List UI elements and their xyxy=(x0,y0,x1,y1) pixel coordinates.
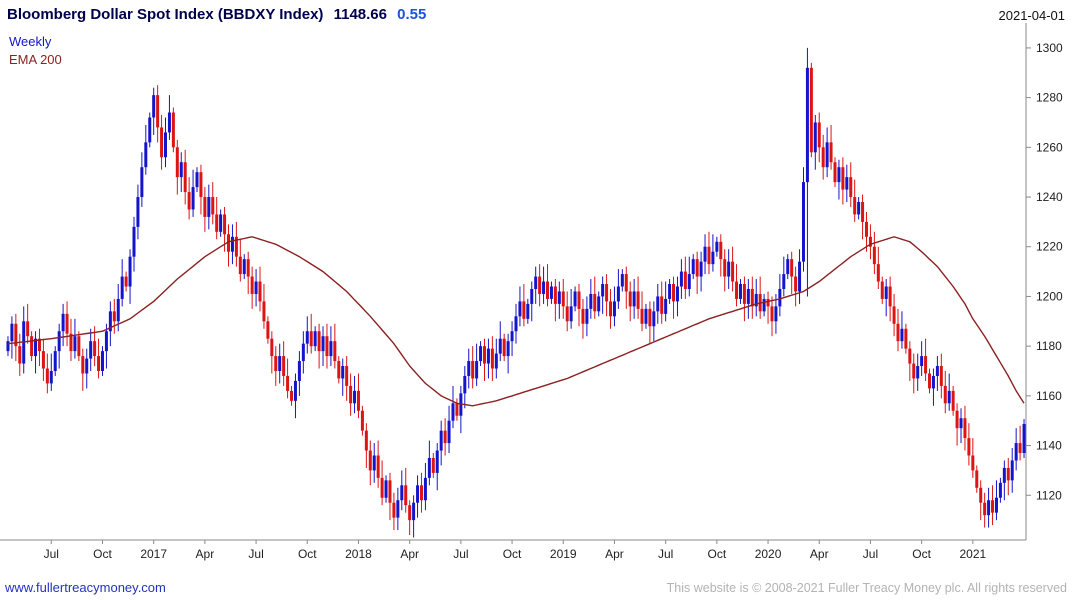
svg-text:1120: 1120 xyxy=(1036,488,1062,502)
copyright-text: This website is © 2008-2021 Fuller Treac… xyxy=(666,581,1067,595)
svg-text:Apr: Apr xyxy=(400,547,419,561)
svg-text:Apr: Apr xyxy=(810,547,829,561)
svg-text:1280: 1280 xyxy=(1036,91,1063,105)
svg-text:1220: 1220 xyxy=(1036,240,1063,254)
as-of-date: 2021-04-01 xyxy=(998,8,1066,23)
svg-text:2020: 2020 xyxy=(755,547,782,561)
price-change: 0.55 xyxy=(397,6,427,23)
chart-header: Bloomberg Dollar Spot Index (BBDXY Index… xyxy=(7,6,426,23)
svg-text:1160: 1160 xyxy=(1036,389,1062,403)
chart-legend: Weekly EMA 200 xyxy=(9,33,62,69)
svg-text:Jul: Jul xyxy=(863,547,878,561)
svg-text:Oct: Oct xyxy=(298,547,317,561)
legend-timeframe: Weekly xyxy=(9,34,52,49)
svg-text:Oct: Oct xyxy=(708,547,727,561)
svg-text:2021: 2021 xyxy=(959,547,986,561)
legend-ema-200: EMA 200 xyxy=(9,52,62,67)
svg-text:1300: 1300 xyxy=(1036,41,1063,55)
svg-text:Jul: Jul xyxy=(44,547,59,561)
svg-text:1140: 1140 xyxy=(1036,439,1062,453)
svg-text:1240: 1240 xyxy=(1036,190,1063,204)
svg-text:Jul: Jul xyxy=(658,547,673,561)
svg-text:1200: 1200 xyxy=(1036,289,1063,303)
site-link[interactable]: www.fullertreacymoney.com xyxy=(5,580,166,595)
svg-text:Jul: Jul xyxy=(248,547,263,561)
svg-text:Apr: Apr xyxy=(196,547,215,561)
svg-text:1260: 1260 xyxy=(1036,140,1063,154)
page-title: Bloomberg Dollar Spot Index (BBDXY Index… xyxy=(7,6,324,23)
svg-text:2017: 2017 xyxy=(140,547,167,561)
svg-text:1180: 1180 xyxy=(1036,339,1062,353)
svg-text:Jul: Jul xyxy=(453,547,468,561)
svg-text:Apr: Apr xyxy=(605,547,624,561)
last-price: 1148.66 xyxy=(333,6,387,23)
svg-text:2018: 2018 xyxy=(345,547,372,561)
svg-text:Oct: Oct xyxy=(93,547,112,561)
svg-text:Oct: Oct xyxy=(503,547,522,561)
svg-text:2019: 2019 xyxy=(550,547,577,561)
svg-text:Oct: Oct xyxy=(912,547,931,561)
